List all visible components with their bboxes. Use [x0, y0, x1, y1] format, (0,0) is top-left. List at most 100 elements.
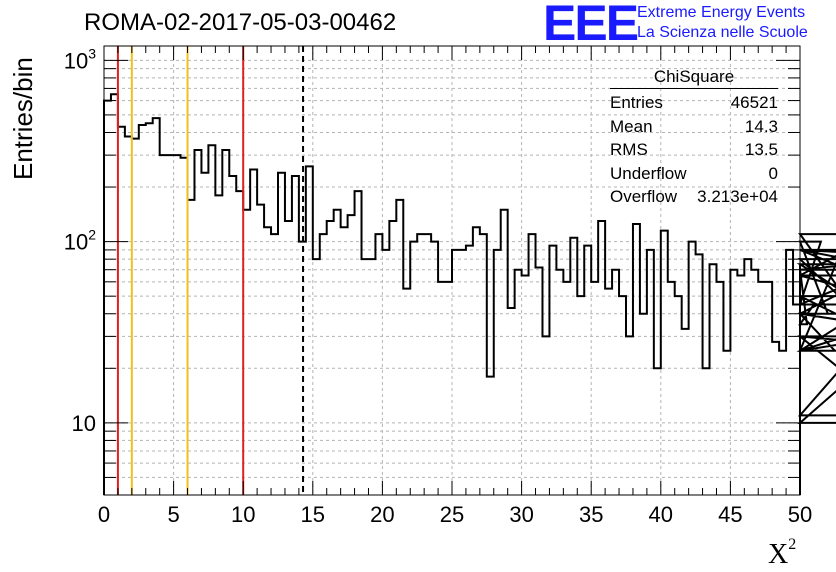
x-tick-label: 20	[370, 502, 394, 527]
histogram-bin	[306, 166, 313, 495]
histogram-bin	[104, 101, 111, 495]
histogram-bin	[222, 150, 229, 495]
histogram-bin	[215, 195, 222, 495]
histogram-bin	[730, 270, 737, 495]
histogram-bin	[424, 234, 431, 495]
x-tick-label: 45	[718, 502, 742, 527]
histogram-bin	[570, 238, 577, 495]
histogram-bin	[382, 250, 389, 495]
histogram-bin	[536, 267, 543, 495]
stats-label: Mean	[610, 116, 653, 136]
histogram-bin	[619, 296, 626, 495]
histogram-bin	[626, 336, 633, 495]
histogram-bin	[278, 173, 285, 495]
histogram-bin	[341, 227, 348, 495]
histogram-bin	[327, 221, 334, 495]
x-axis-label-exponent: 2	[788, 536, 797, 553]
histogram-bin	[716, 282, 723, 495]
histogram-bin	[675, 296, 682, 495]
stats-value: 46521	[730, 93, 778, 112]
histogram-bin	[201, 173, 208, 495]
histogram-bin	[139, 125, 146, 495]
stats-row: Overflow 3.213e+04	[610, 185, 778, 209]
histogram-bin	[146, 123, 153, 495]
histogram-bars	[103, 93, 836, 495]
histogram-bin	[556, 270, 563, 495]
stats-value: 13.5	[744, 140, 778, 159]
y-tick-label: 103	[64, 45, 96, 73]
histogram-bin	[285, 221, 292, 495]
stats-box: ChiSquare Entries 46521 Mean 14.3 RMS 13.5 …	[610, 67, 778, 209]
histogram-bin	[167, 155, 174, 495]
histogram-outline	[103, 93, 836, 495]
histogram-bin	[577, 296, 584, 495]
histogram-bin	[682, 329, 689, 495]
histogram-bin	[348, 215, 355, 495]
stats-label: RMS	[610, 140, 648, 159]
histogram-bin	[584, 246, 591, 495]
histogram-bin	[264, 227, 271, 495]
x-axis-label-base: X	[768, 539, 789, 570]
histogram-bin	[487, 377, 494, 495]
x-tick-label: 10	[231, 502, 255, 527]
x-tick-label: 30	[509, 502, 533, 527]
histogram-bin	[723, 351, 730, 495]
stats-row: Mean 14.3	[610, 115, 778, 139]
x-tick-label: 25	[440, 502, 464, 527]
histogram-bin	[438, 282, 445, 495]
axis-tick-labels: 0 5 10 15 20 25 30 35 40 45 50 10 102 103	[64, 45, 813, 527]
stats-value: 14.3	[744, 116, 778, 136]
stats-label: Underflow	[610, 163, 687, 183]
histogram-bin	[334, 210, 341, 495]
stats-label: Overflow	[610, 187, 678, 206]
histogram-bin	[598, 221, 605, 495]
histogram-bin	[160, 155, 167, 495]
stats-value: 3.213e+04	[697, 187, 778, 206]
histogram-bin	[661, 231, 668, 495]
histogram-bin	[271, 234, 278, 495]
histogram-bin	[689, 242, 696, 495]
x-axis-label: X2	[768, 536, 796, 571]
histogram-bin	[243, 210, 250, 495]
histogram-bin	[362, 259, 369, 495]
run-title: ROMA-02-2017-05-03-00462	[84, 9, 397, 36]
histogram-bin	[786, 250, 793, 495]
histogram-bin	[640, 314, 647, 495]
histogram-bin	[793, 304, 800, 495]
histogram-bin	[522, 276, 529, 495]
histogram-bin	[549, 246, 556, 495]
histogram-bin	[396, 200, 403, 495]
histogram-bin	[431, 242, 438, 495]
histogram-bin	[744, 259, 751, 495]
histogram-bin	[410, 242, 417, 495]
histogram-bin	[417, 234, 424, 495]
stats-box-name: ChiSquare	[610, 67, 778, 89]
axis-ticks	[103, 46, 801, 496]
histogram-bin	[737, 276, 744, 495]
histogram-bin	[710, 264, 717, 495]
histogram-bin	[125, 137, 132, 495]
histogram-bin	[111, 94, 118, 495]
histogram-bin	[229, 176, 236, 495]
histogram-bin	[368, 259, 375, 495]
histogram-bin	[696, 254, 703, 495]
histogram-bin	[633, 224, 640, 495]
histogram-bin	[654, 368, 661, 495]
histogram-bin	[118, 127, 125, 495]
histogram-bin	[647, 250, 654, 495]
y-tick-label: 10	[72, 411, 96, 436]
histogram-bin	[188, 200, 195, 495]
stats-row: Entries 46521	[610, 91, 778, 115]
histogram-bin	[459, 250, 466, 495]
histogram-bin	[194, 150, 201, 495]
stats-label: Entries	[610, 93, 663, 112]
logo-line-1: Extreme Energy Events	[637, 4, 806, 21]
histogram-bin	[320, 234, 327, 495]
histogram-bin	[355, 191, 362, 495]
histogram-bin	[758, 282, 765, 495]
histogram-bin	[772, 342, 779, 495]
histogram-bin	[403, 289, 410, 495]
histogram-bin	[751, 270, 758, 495]
stats-row: Underflow 0	[610, 162, 778, 186]
histogram-bin	[473, 227, 480, 495]
